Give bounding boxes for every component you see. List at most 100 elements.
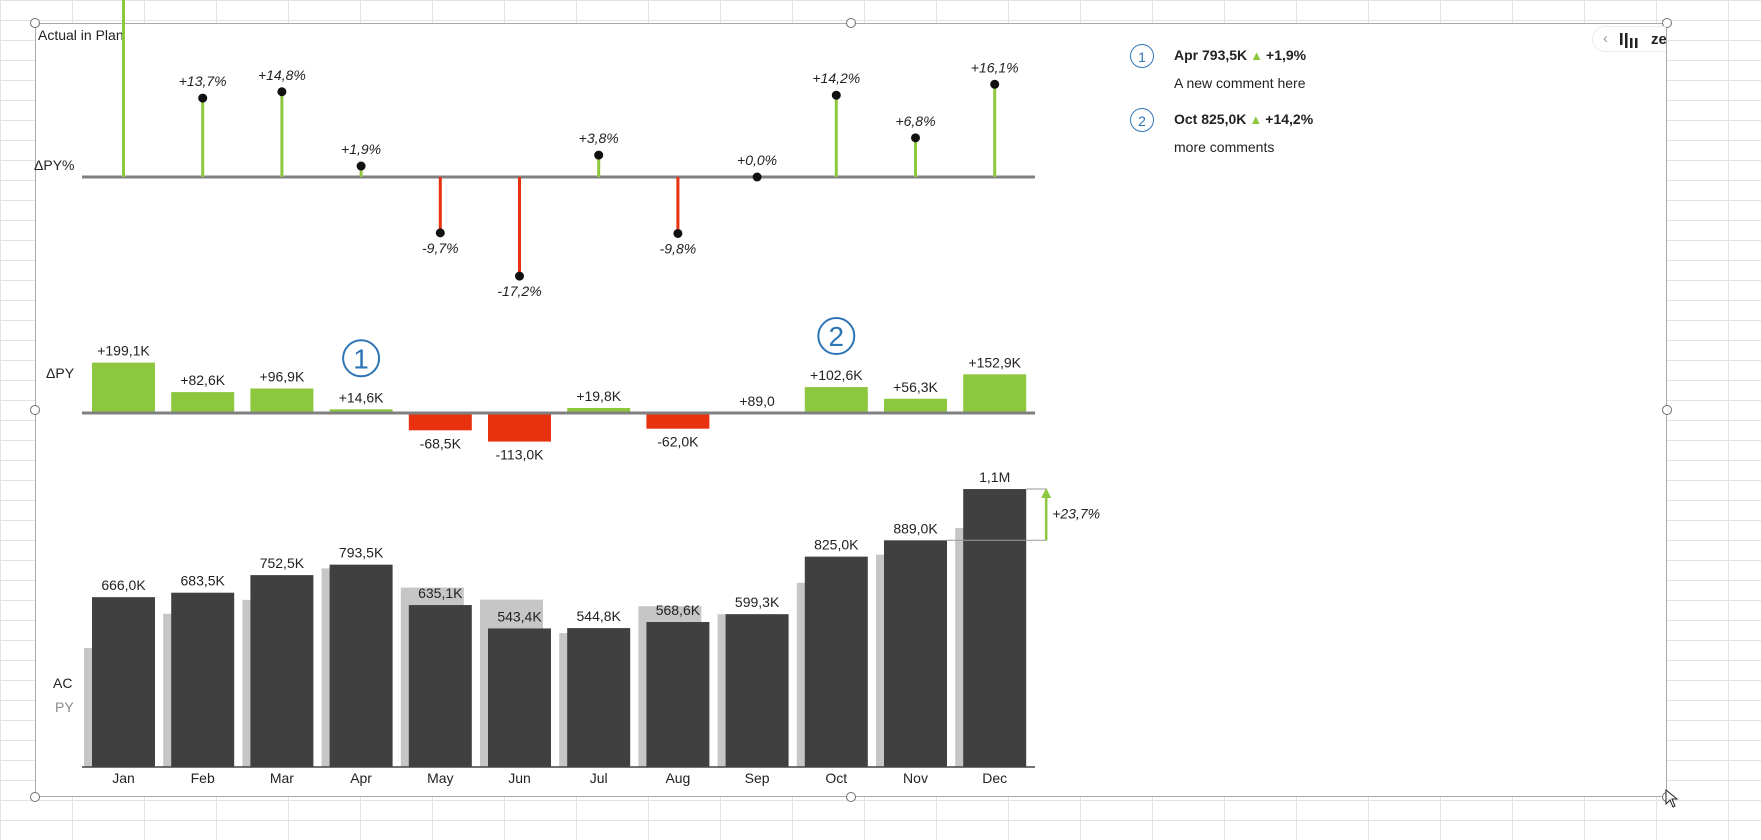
delta-py-label: +56,3K xyxy=(893,379,938,395)
ac-bar xyxy=(963,489,1027,767)
ac-bar xyxy=(725,614,789,767)
legend-py-label: PY xyxy=(55,699,74,715)
resize-handle-top-left[interactable] xyxy=(30,18,40,28)
zebra-bars-icon xyxy=(1620,33,1638,48)
delta-py-label: +19,8K xyxy=(576,388,621,404)
ac-value-label: 635,1K xyxy=(418,585,463,601)
delta-py-bar xyxy=(488,413,551,442)
delta-py-pct-label: +14,8% xyxy=(258,67,306,83)
delta-py-bar xyxy=(963,374,1027,413)
ac-value-label: 752,5K xyxy=(260,555,305,571)
annotations: +23,7% 1 2 xyxy=(342,317,1100,541)
resize-handle-bottom-left[interactable] xyxy=(30,792,40,802)
zebra-addin-tab[interactable]: ‹ ze xyxy=(1592,26,1666,52)
comment-1: 1 Apr 793,5K ▲ +1,9% A new comment here xyxy=(1130,44,1430,108)
ac-py-bars: 666,0K 683,5K 752,5K 793,5K 635,1K 543,4K 544,… xyxy=(82,469,1035,768)
delta-py-pct-label: +1,9% xyxy=(341,141,381,157)
resize-handle-top-right[interactable] xyxy=(1662,18,1672,28)
delta-py-bar xyxy=(329,409,393,413)
ac-bar xyxy=(329,564,393,767)
delta-py-label: -68,5K xyxy=(420,435,462,451)
comment-marker-circle xyxy=(817,317,856,356)
delta-py-pct-dot xyxy=(515,271,524,281)
chevron-left-icon[interactable]: ‹ xyxy=(1603,30,1608,47)
category-label: Apr xyxy=(350,770,372,786)
chart-title: Actual in Plan xyxy=(38,27,124,43)
delta-py-label: +152,9K xyxy=(968,354,1021,370)
delta-py-bar xyxy=(92,362,155,413)
category-label: Oct xyxy=(825,770,847,786)
category-label: Mar xyxy=(270,770,294,786)
ac-value-label: 599,3K xyxy=(735,594,780,610)
delta-py-pct-dot xyxy=(911,133,920,143)
comment-marker-number: 2 xyxy=(829,321,845,352)
delta-py-bar xyxy=(250,388,314,413)
delta-py-label: +82,6K xyxy=(180,372,225,388)
delta-py-pct-dot xyxy=(752,172,762,182)
ac-value-label: 666,0K xyxy=(101,577,146,593)
comment-text[interactable]: A new comment here xyxy=(1174,75,1306,91)
resize-handle-bottom-center[interactable] xyxy=(846,792,856,802)
delta-py-pct-pins: +42,6%+13,7%+14,8%+1,9%-9,7%-17,2%+3,8%-… xyxy=(82,0,1035,299)
ac-bar xyxy=(92,597,155,767)
delta-py-pct-label: +13,7% xyxy=(179,73,227,89)
ac-value-label: 543,4K xyxy=(497,608,542,624)
ac-value-label: 568,6K xyxy=(656,602,701,618)
ac-value-label: 889,0K xyxy=(893,520,938,536)
comment-value: 825,0K xyxy=(1201,111,1247,127)
delta-py-bar xyxy=(884,398,947,413)
category-label: Jul xyxy=(590,770,608,786)
growth-arrow-head xyxy=(1041,488,1052,499)
delta-py-label: -62,0K xyxy=(657,434,699,450)
ac-bar xyxy=(804,556,868,767)
category-label: May xyxy=(427,770,453,786)
comment-number-badge: 2 xyxy=(1130,108,1154,132)
growth-label: +23,7% xyxy=(1052,506,1100,522)
category-label: Dec xyxy=(982,770,1007,786)
delta-py-pct-dot xyxy=(198,93,208,103)
delta-py-pct-dot xyxy=(277,87,287,97)
ac-value-label: 1,1M xyxy=(979,469,1010,485)
ac-bar xyxy=(488,628,551,767)
ac-bar xyxy=(567,628,631,767)
delta-py-bar xyxy=(646,413,710,429)
delta-py-label: +96,9K xyxy=(260,368,305,384)
ac-value-label: 683,5K xyxy=(181,573,226,589)
delta-py-pct-label: +0,0% xyxy=(737,152,777,168)
legend-ac-label: AC xyxy=(53,675,72,691)
comment-text[interactable]: more comments xyxy=(1174,139,1275,155)
delta-py-pct-dot xyxy=(990,79,1000,89)
delta-py-label: +89,0 xyxy=(739,393,775,409)
delta-py-pct-dot xyxy=(831,90,841,100)
delta-py-row-label: ΔPY xyxy=(46,365,75,381)
delta-py-pct-label: -9,8% xyxy=(660,240,697,256)
delta-py-label: +14,6K xyxy=(339,389,384,405)
delta-py-bar xyxy=(804,387,868,413)
delta-py-pct-dot xyxy=(594,150,604,160)
comment-marker-number: 1 xyxy=(353,343,369,374)
comment-delta: +14,2% xyxy=(1265,111,1314,127)
delta-py-pct-row-label: ΔPY% xyxy=(34,157,74,173)
resize-handle-middle-right[interactable] xyxy=(1662,405,1672,415)
delta-py-bar xyxy=(408,413,472,431)
ac-bar xyxy=(646,622,710,767)
ac-bar xyxy=(171,592,235,767)
delta-py-pct-dot xyxy=(673,228,683,238)
comment-month: Apr xyxy=(1174,47,1199,63)
delta-py-pct-label: +6,8% xyxy=(895,113,935,129)
category-label: Sep xyxy=(745,770,770,786)
category-label: Jan xyxy=(112,770,135,786)
delta-py-bar xyxy=(567,407,631,413)
triangle-up-icon: ▲ xyxy=(1249,112,1263,127)
comments-panel: 1 Apr 793,5K ▲ +1,9% A new comment here 2 … xyxy=(1130,44,1430,172)
delta-py-pct-dot xyxy=(435,228,445,238)
comment-header: Oct 825,0K ▲ +14,2% xyxy=(1174,111,1313,127)
ac-value-label: 544,8K xyxy=(577,608,622,624)
resize-handle-middle-left[interactable] xyxy=(30,405,40,415)
triangle-up-icon: ▲ xyxy=(1250,48,1264,63)
comment-2: 2 Oct 825,0K ▲ +14,2% more comments xyxy=(1130,108,1430,172)
resize-handle-top-center[interactable] xyxy=(846,18,856,28)
category-axis-labels: Jan Feb Mar Apr May Jun Jul Aug Sep Oct Nov Dec xyxy=(112,770,1007,786)
ac-bar xyxy=(250,575,314,767)
